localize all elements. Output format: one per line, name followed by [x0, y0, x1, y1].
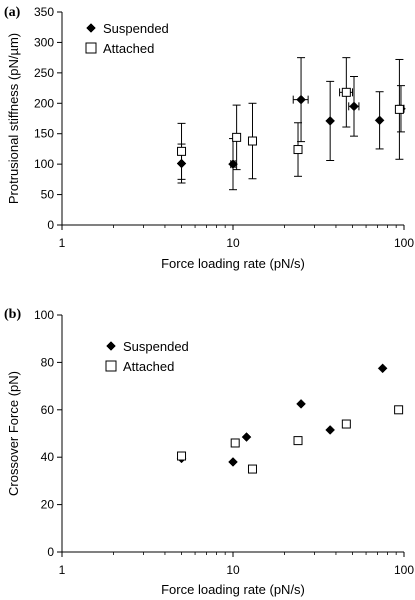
chart-panel-a: (a) 0 50 100 150 200 250 300 350 1 10 100 Force load…: [4, 5, 414, 271]
diamond-marker: [106, 341, 116, 351]
data-point: [325, 425, 336, 435]
square-marker: [293, 145, 303, 155]
y-tick-label: 200: [34, 96, 54, 110]
data-point: [374, 91, 385, 150]
data-point: [293, 122, 303, 177]
square-marker: [247, 464, 257, 474]
y-tick-label: 300: [34, 35, 54, 49]
data-point: [394, 58, 404, 160]
data-point: [177, 122, 187, 180]
diamond-marker: [374, 115, 385, 126]
data-point: [341, 419, 351, 429]
square-marker: [177, 451, 187, 461]
data-point: [241, 432, 252, 442]
data-point: [232, 104, 242, 171]
legend-label: Attached: [123, 359, 174, 374]
y-tick-label: 100: [34, 308, 54, 322]
series-attached: [177, 57, 404, 180]
data-point: [292, 57, 309, 143]
diamond-marker: [296, 94, 306, 105]
y-tick-label: 0: [47, 218, 54, 232]
diamond-marker: [325, 425, 336, 435]
diamond-marker: [349, 101, 359, 112]
legend-label: Suspended: [103, 21, 169, 36]
y-tick-label: 150: [34, 127, 54, 141]
diamond-marker: [86, 23, 96, 33]
data-point: [339, 57, 354, 128]
square-marker: [85, 42, 97, 54]
data-point: [230, 438, 240, 448]
data-point: [228, 457, 238, 467]
data-point: [177, 451, 187, 461]
data-point: [247, 102, 257, 180]
legend: Suspended Attached: [105, 339, 189, 374]
y-tick-label: 40: [41, 450, 55, 464]
y-tick-label: 80: [41, 355, 55, 369]
square-marker: [105, 360, 117, 372]
x-axis-title: Force loading rate (pN/s): [161, 256, 305, 271]
x-tick-label: 100: [394, 236, 414, 250]
x-tick-label: 100: [394, 563, 414, 577]
y-tick-label: 100: [34, 157, 54, 171]
data-point: [394, 405, 404, 415]
diamond-marker: [228, 159, 238, 169]
panel-label: (b): [4, 307, 21, 322]
y-tick-label: 0: [47, 545, 54, 559]
square-marker: [247, 136, 257, 146]
data-point: [325, 80, 336, 161]
x-tick-label: 1: [59, 563, 66, 577]
y-axis-title: Protrusional stiffness (pN/µm): [6, 33, 21, 204]
square-marker: [394, 104, 404, 114]
y-tick-label: 60: [41, 403, 55, 417]
series-suspended: [176, 363, 388, 467]
legend: Suspended Attached: [85, 21, 169, 56]
data-point: [348, 76, 360, 137]
x-axis-title: Force loading rate (pN/s): [161, 582, 305, 597]
diamond-marker: [325, 116, 336, 126]
square-marker: [394, 405, 404, 415]
square-marker: [177, 146, 187, 156]
y-axis-title: Crossover Force (pN): [6, 371, 21, 496]
data-point: [293, 436, 303, 446]
data-point: [296, 399, 306, 409]
legend-label: Attached: [103, 41, 154, 56]
series-attached: [177, 405, 404, 474]
y-tick-label: 20: [41, 498, 55, 512]
square-marker: [341, 419, 351, 429]
diamond-marker: [241, 432, 252, 442]
diamond-marker: [296, 399, 306, 409]
y-tick-label: 50: [41, 188, 55, 202]
chart-panel-b: (b) 0 20 40 60 80 100 1 10 100 Force loading rate …: [4, 307, 414, 597]
square-marker: [232, 132, 242, 142]
y-tick-label: 250: [34, 66, 54, 80]
x-tick-label: 1: [59, 236, 66, 250]
x-tick-label: 10: [226, 236, 240, 250]
diamond-marker: [228, 457, 238, 467]
square-marker: [230, 438, 240, 448]
y-tick-label: 350: [34, 5, 54, 19]
panel-label: (a): [4, 5, 21, 20]
x-tick-label: 10: [226, 563, 240, 577]
series-suspended: [176, 57, 406, 191]
square-marker: [341, 87, 351, 97]
square-marker: [293, 436, 303, 446]
diamond-marker: [377, 363, 388, 374]
data-point: [247, 464, 257, 474]
data-point: [377, 363, 388, 374]
legend-label: Suspended: [123, 339, 189, 354]
